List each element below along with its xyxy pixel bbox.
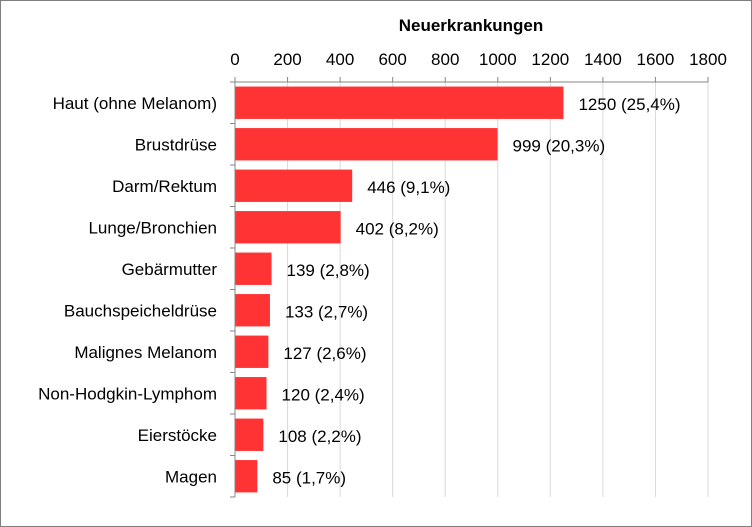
data-labels: 1250 (25,4%) 999 (20,3%) 446 (9,1%) 402 (8,… (272, 95, 680, 488)
x-tick-label: 800 (431, 50, 459, 69)
category-label: Gebärmutter (122, 260, 218, 279)
x-tick-label: 1200 (531, 50, 569, 69)
bar (235, 128, 498, 161)
data-label: 133 (2,7%) (285, 302, 368, 321)
category-labels: Haut (ohne Melanom) Brustdrüse Darm/Rektum… (38, 81, 235, 498)
category-label: Non-Hodgkin-Lymphom (38, 384, 217, 403)
category-label: Lunge/Bronchien (88, 218, 217, 237)
bar (235, 86, 564, 119)
data-label: 402 (8,2%) (356, 219, 439, 238)
data-label: 120 (2,4%) (282, 385, 365, 404)
data-label: 127 (2,6%) (283, 344, 366, 363)
bar (235, 294, 270, 327)
chart-title: Neuerkrankungen (399, 16, 544, 35)
x-tick-label: 1800 (689, 50, 727, 69)
x-tick-label: 400 (326, 50, 354, 69)
x-tick-label: 1000 (479, 50, 517, 69)
x-tick-label: 1400 (584, 50, 622, 69)
category-label: Darm/Rektum (112, 177, 217, 196)
data-label: 999 (20,3%) (513, 136, 606, 155)
data-label: 446 (9,1%) (367, 178, 450, 197)
category-label: Magen (165, 467, 217, 486)
category-label: Bauchspeicheldrüse (64, 301, 217, 320)
bar (235, 418, 264, 451)
bar (235, 335, 269, 368)
x-tick-label: 200 (273, 50, 301, 69)
bar (235, 377, 267, 410)
x-tick-label: 0 (230, 50, 239, 69)
x-axis-ticks: 0 200 400 600 800 1000 1200 1400 1600 1800 (230, 50, 727, 82)
x-tick-label: 1600 (637, 50, 675, 69)
bar (235, 252, 272, 285)
category-label: Malignes Melanom (74, 343, 217, 362)
category-label: Haut (ohne Melanom) (53, 94, 217, 113)
data-label: 139 (2,8%) (287, 261, 370, 280)
category-label: Brustdrüse (135, 135, 217, 154)
bars (235, 86, 564, 493)
bar (235, 169, 353, 202)
category-label: Eierstöcke (138, 426, 217, 445)
data-label: 85 (1,7%) (272, 468, 346, 487)
bar (235, 460, 258, 493)
bar (235, 211, 341, 244)
data-label: 108 (2,2%) (278, 427, 361, 446)
data-label: 1250 (25,4%) (578, 95, 680, 114)
x-tick-label: 600 (378, 50, 406, 69)
